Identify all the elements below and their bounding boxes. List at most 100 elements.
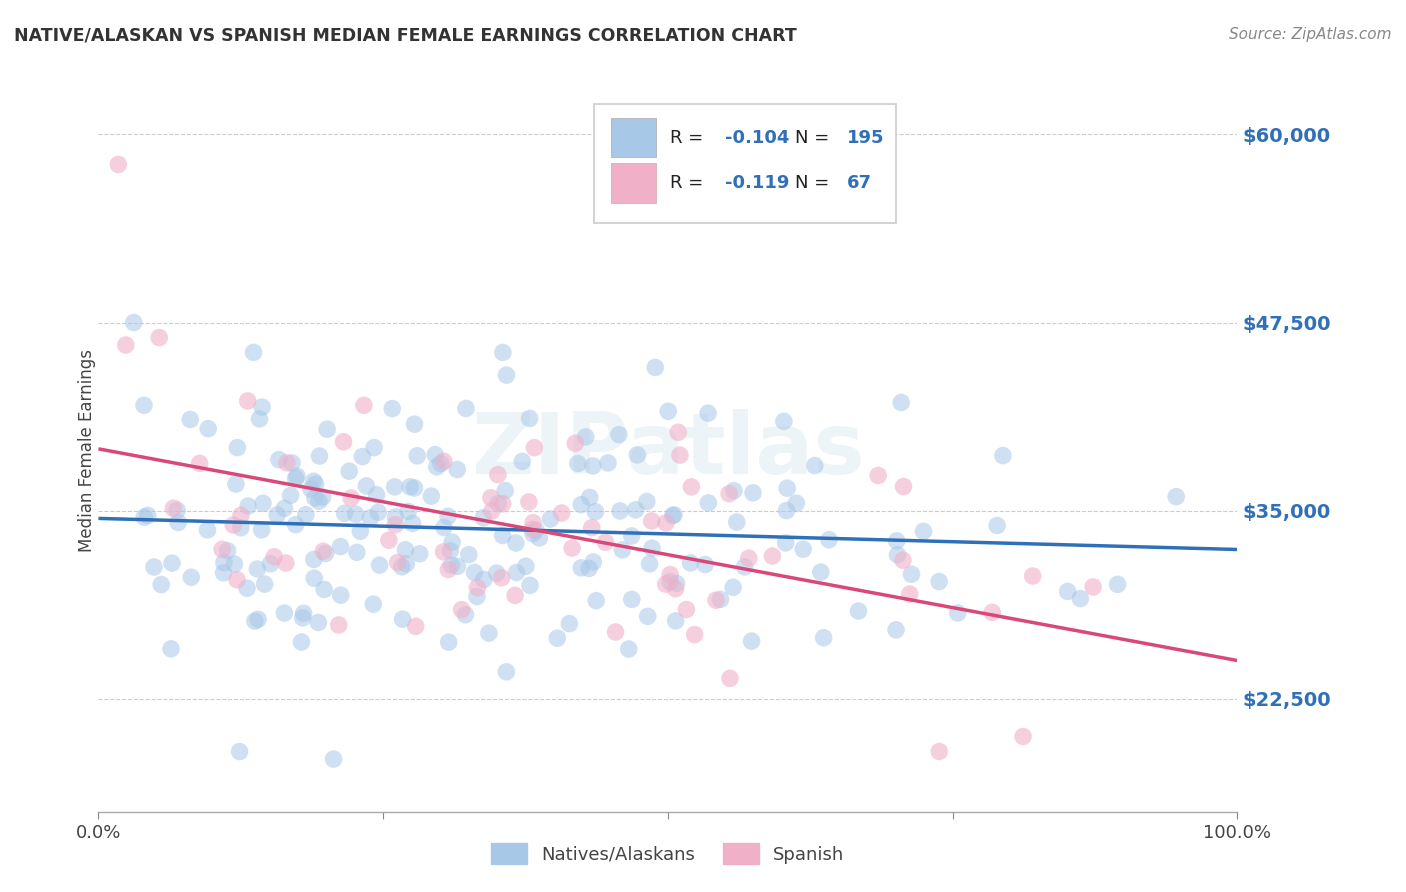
Point [463, 566, 485, 580]
Point [363, 441, 385, 455]
Point [228, 744, 250, 758]
Point [430, 457, 453, 471]
Point [1012, 730, 1035, 744]
Point [226, 441, 249, 455]
Point [356, 479, 378, 493]
Point [522, 516, 544, 530]
Point [492, 528, 515, 542]
Point [785, 496, 807, 510]
Point [624, 503, 647, 517]
Point [575, 430, 598, 444]
Point [582, 458, 605, 473]
Point [346, 545, 368, 559]
Point [868, 468, 890, 483]
Point [367, 505, 389, 519]
Point [399, 480, 422, 494]
Point [620, 529, 643, 543]
Point [725, 515, 748, 529]
Point [236, 581, 259, 595]
Point [107, 157, 129, 171]
Point [848, 604, 870, 618]
Point [561, 541, 583, 555]
Point [605, 625, 627, 640]
Point [492, 497, 515, 511]
Point [775, 503, 797, 517]
Point [1166, 490, 1188, 504]
Point [569, 561, 592, 575]
Point [704, 593, 727, 607]
Point [665, 614, 688, 628]
Point [167, 516, 190, 530]
Point [396, 504, 419, 518]
Text: 67: 67 [846, 174, 872, 192]
Point [666, 425, 689, 440]
Point [250, 523, 273, 537]
Point [446, 559, 468, 574]
Text: ZIPatlas: ZIPatlas [471, 409, 865, 492]
Point [197, 523, 219, 537]
Point [312, 544, 335, 558]
Point [294, 508, 316, 522]
Point [637, 609, 659, 624]
Point [472, 573, 495, 587]
Point [886, 548, 908, 562]
Point [441, 535, 464, 549]
Point [491, 571, 513, 585]
Point [898, 587, 921, 601]
Point [472, 511, 495, 525]
Point [467, 581, 489, 595]
Point [433, 520, 456, 534]
Point [721, 580, 744, 594]
Point [384, 510, 406, 524]
Point [329, 588, 352, 602]
Legend: Natives/Alaskans, Spanish: Natives/Alaskans, Spanish [484, 836, 852, 871]
Point [569, 498, 592, 512]
Point [912, 524, 935, 539]
Point [308, 449, 330, 463]
Point [160, 556, 183, 570]
Point [578, 561, 600, 575]
Point [222, 518, 245, 533]
Point [368, 558, 391, 573]
Point [437, 635, 460, 649]
Point [478, 626, 501, 640]
Point [564, 436, 586, 450]
Point [302, 475, 325, 489]
Point [315, 546, 337, 560]
Point [567, 457, 589, 471]
Point [267, 452, 290, 467]
Point [252, 496, 274, 510]
Point [695, 558, 717, 572]
Point [122, 316, 145, 330]
Point [308, 494, 330, 508]
Point [366, 488, 388, 502]
Point [486, 467, 509, 482]
Point [583, 505, 606, 519]
Point [409, 547, 432, 561]
Point [162, 501, 184, 516]
Point [280, 488, 302, 502]
Point [761, 549, 783, 563]
Point [437, 509, 460, 524]
Point [640, 514, 662, 528]
Point [328, 618, 350, 632]
Point [792, 542, 814, 557]
Point [353, 398, 375, 412]
Point [150, 577, 173, 591]
Point [655, 516, 678, 530]
Point [302, 552, 325, 566]
Point [246, 562, 269, 576]
Point [291, 611, 314, 625]
Point [253, 577, 276, 591]
Text: R =: R = [671, 128, 709, 146]
Point [697, 406, 720, 420]
Point [457, 548, 479, 562]
Point [465, 590, 488, 604]
Point [352, 450, 374, 464]
Point [679, 556, 702, 570]
Point [250, 400, 273, 414]
Point [212, 566, 235, 580]
Point [804, 458, 827, 473]
Point [337, 464, 360, 478]
Text: 195: 195 [846, 128, 884, 146]
